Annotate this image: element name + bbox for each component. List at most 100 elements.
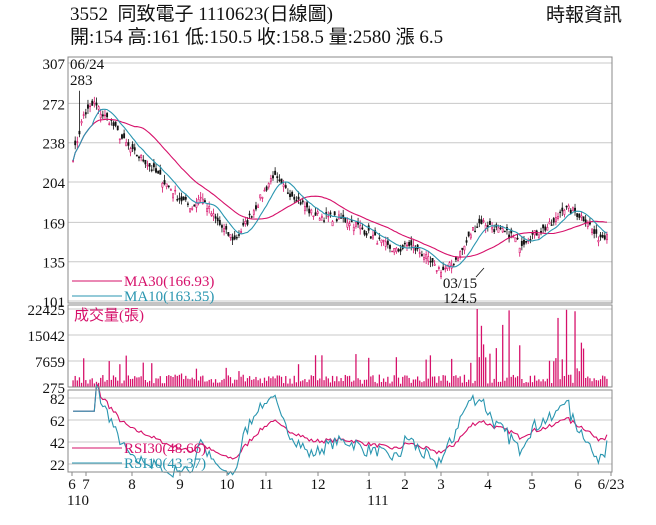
- volume-bar: [472, 383, 474, 387]
- candle: [397, 249, 400, 252]
- price-tick-label: 272: [43, 97, 66, 113]
- volume-bar: [289, 378, 291, 387]
- volume-bar: [344, 374, 346, 387]
- candle: [554, 217, 557, 222]
- volume-bar: [468, 379, 470, 387]
- rsi10-line: [73, 383, 608, 479]
- candle: [297, 196, 300, 200]
- volume-bar: [404, 375, 406, 387]
- candle: [286, 192, 289, 194]
- candle: [165, 183, 168, 187]
- volume-bar: [144, 380, 147, 387]
- volume-tick-label: 22425: [28, 303, 66, 319]
- volume-bar: [157, 378, 159, 387]
- volume-bar: [274, 378, 276, 387]
- candle: [191, 207, 194, 210]
- candle: [210, 213, 213, 216]
- volume-tick-label: 275: [43, 381, 66, 397]
- volume-bar: [427, 378, 429, 387]
- candle: [605, 234, 608, 241]
- price-tick-label: 307: [43, 57, 66, 73]
- volume-bar: [448, 382, 451, 387]
- volume-bar: [183, 379, 185, 387]
- month-label: 6: [68, 477, 76, 493]
- candle: [459, 251, 462, 257]
- high-date-annotation: 06/24: [70, 57, 105, 73]
- price-tick-label: 238: [43, 137, 66, 153]
- volume-bar: [393, 375, 395, 387]
- volume-bar: [429, 355, 432, 387]
- candle: [108, 123, 111, 125]
- volume-bar: [355, 354, 357, 387]
- candle: [293, 196, 296, 200]
- candle: [403, 242, 406, 245]
- volume-bar: [559, 379, 561, 387]
- candle: [314, 212, 317, 216]
- volume-bar: [253, 379, 255, 387]
- volume-bar: [410, 382, 412, 387]
- volume-bar: [589, 378, 591, 387]
- candle: [563, 210, 566, 215]
- volume-bar: [191, 377, 193, 387]
- volume-bar: [229, 377, 232, 387]
- candle: [278, 179, 281, 181]
- volume-bar: [76, 380, 78, 387]
- volume-bar: [72, 380, 74, 387]
- volume-bar: [134, 376, 136, 387]
- volume-bar: [425, 359, 427, 387]
- candle: [169, 189, 172, 191]
- volume-bar: [180, 373, 183, 387]
- volume-bar: [110, 379, 112, 387]
- volume-bar: [451, 358, 453, 387]
- volume-bar: [170, 375, 172, 387]
- candle: [144, 159, 147, 165]
- candle: [180, 196, 183, 202]
- volume-bar: [516, 376, 519, 387]
- volume-bar: [412, 379, 415, 387]
- volume-bar: [78, 377, 81, 387]
- volume-bar: [419, 380, 421, 387]
- candle: [193, 204, 196, 207]
- price-tick-label: 169: [43, 216, 66, 232]
- volume-bar: [591, 381, 593, 387]
- candle: [150, 169, 153, 171]
- candle: [116, 125, 119, 131]
- chart-kind: (日線圖): [263, 4, 334, 25]
- volume-bar: [212, 382, 215, 387]
- volume-bar: [263, 377, 266, 387]
- volume-bar: [478, 357, 480, 387]
- month-label: 4: [484, 477, 492, 493]
- candle: [376, 243, 379, 245]
- candle: [231, 236, 234, 241]
- volume-bar: [348, 375, 351, 387]
- candle: [542, 224, 545, 229]
- volume-bar: [525, 382, 527, 387]
- candle: [133, 147, 136, 151]
- candle: [486, 225, 489, 228]
- volume-bar: [414, 379, 417, 387]
- volume-bar: [117, 380, 119, 387]
- candle: [284, 185, 287, 188]
- volume-bar: [497, 381, 500, 387]
- volume-bar: [529, 375, 532, 387]
- volume-bar: [87, 383, 89, 387]
- price-series: [72, 90, 608, 280]
- volume-bar: [568, 374, 570, 387]
- volume-bar: [459, 376, 461, 387]
- candle: [378, 237, 381, 239]
- candle: [550, 224, 553, 226]
- volume-bar: [570, 374, 572, 387]
- volume-bar: [244, 381, 246, 387]
- volume-tick-label: 7659: [35, 355, 65, 371]
- candle: [442, 266, 445, 271]
- volume-bar: [421, 382, 423, 387]
- volume-bar: [446, 380, 449, 387]
- month-label: 10: [220, 477, 235, 493]
- candle: [240, 231, 243, 233]
- candle: [95, 102, 98, 106]
- candle: [416, 244, 419, 250]
- candle: [391, 250, 394, 253]
- candle: [114, 121, 117, 126]
- volume-bar: [523, 383, 525, 387]
- candle: [435, 270, 438, 272]
